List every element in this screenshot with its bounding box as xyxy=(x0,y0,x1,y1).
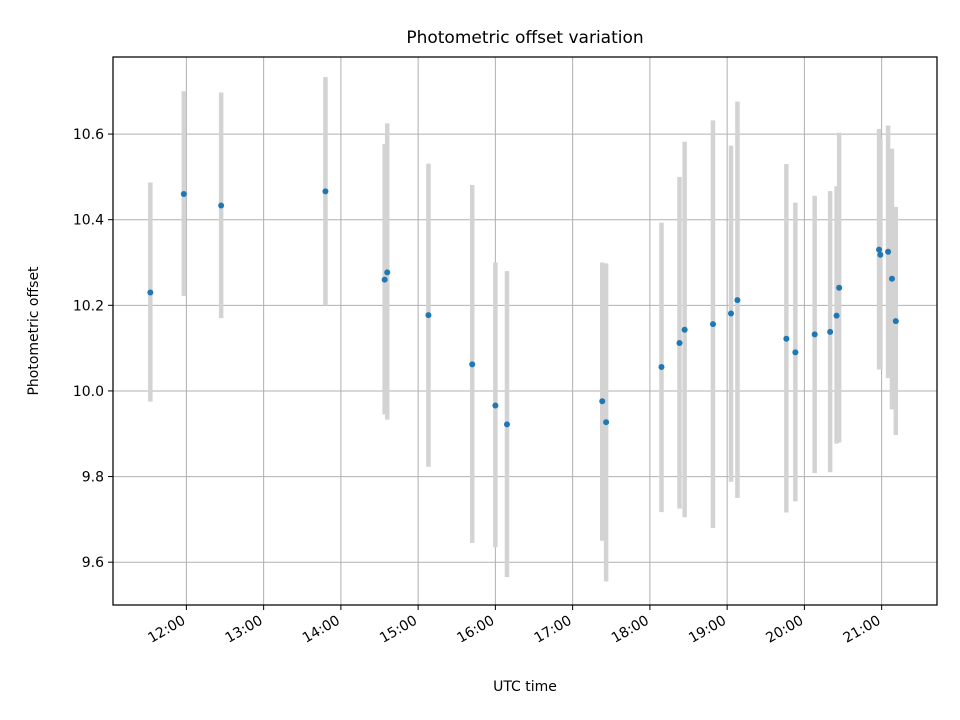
data-point xyxy=(876,246,883,253)
y-tick-label: 10.4 xyxy=(73,213,104,229)
data-point xyxy=(709,321,716,328)
plot-area xyxy=(113,57,937,605)
data-point xyxy=(888,275,895,282)
data-point xyxy=(503,421,510,428)
data-point xyxy=(681,326,688,333)
data-points xyxy=(147,188,899,428)
plot-frame xyxy=(112,56,938,606)
y-tick-label: 9.6 xyxy=(82,555,104,571)
data-point xyxy=(734,297,741,304)
data-point xyxy=(892,318,899,325)
data-point xyxy=(836,284,843,291)
data-point xyxy=(658,363,665,370)
data-point xyxy=(218,202,225,209)
data-point xyxy=(381,276,388,283)
data-point xyxy=(728,310,734,317)
data-point xyxy=(811,331,818,338)
data-point xyxy=(599,398,606,405)
y-tick-label: 10.0 xyxy=(73,384,104,400)
grid xyxy=(113,57,937,605)
data-point xyxy=(322,188,329,195)
y-axis-label: Photometric offset xyxy=(26,266,42,396)
data-point xyxy=(180,191,187,197)
data-point xyxy=(384,269,391,276)
data-point xyxy=(425,312,432,319)
y-tick-label: 10.6 xyxy=(73,127,104,143)
data-point xyxy=(833,312,840,319)
data-point xyxy=(792,349,799,356)
data-point xyxy=(885,248,892,255)
y-axis-ticks: 9.6 9.8 10.0 10.2 10.4 10.6 xyxy=(73,127,113,571)
chart-title: Photometric offset variation xyxy=(406,28,643,48)
data-point xyxy=(147,289,154,296)
data-point xyxy=(783,335,790,342)
data-point xyxy=(469,361,476,368)
data-point xyxy=(492,402,499,409)
y-tick-label: 9.8 xyxy=(82,470,104,486)
x-axis-label: UTC time xyxy=(493,679,557,695)
y-tick-label: 10.2 xyxy=(73,298,104,314)
data-point xyxy=(877,251,884,258)
data-point xyxy=(827,328,834,335)
data-point xyxy=(603,419,610,426)
data-point xyxy=(676,339,683,346)
